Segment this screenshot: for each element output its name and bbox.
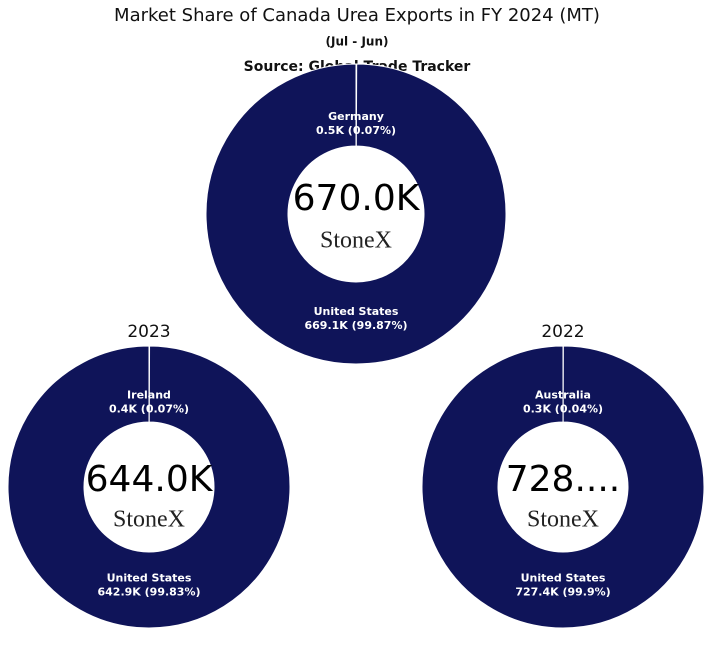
donut-slice xyxy=(421,345,705,629)
donut-hole xyxy=(288,146,424,282)
slice-value-label: 0.3K (0.04%) xyxy=(523,402,603,415)
slice-value-label: 0.4K (0.07%) xyxy=(109,402,189,415)
chart-title: Market Share of Canada Urea Exports in F… xyxy=(114,5,600,26)
logo: StoneX xyxy=(113,507,185,533)
slice-label: Australia xyxy=(535,388,591,401)
logo: StoneX xyxy=(527,507,599,533)
slice-label: United States xyxy=(107,572,192,585)
logo: StoneX xyxy=(320,228,392,254)
year-label: 2022 xyxy=(541,322,584,342)
slice-value-label: 0.5K (0.07%) xyxy=(316,124,396,137)
slice-value-label: 669.1K (99.87%) xyxy=(304,319,407,332)
donut-hole xyxy=(498,422,628,552)
center-total: 728.... xyxy=(506,459,621,500)
slice-label: United States xyxy=(521,572,606,585)
year-label: 2023 xyxy=(127,322,170,342)
slice-label: Germany xyxy=(328,110,384,123)
donut-slice xyxy=(7,345,291,629)
donut-hole xyxy=(84,422,214,552)
slice-label: United States xyxy=(314,305,399,318)
slice-value-label: 642.9K (99.83%) xyxy=(97,586,200,599)
slice-value-label: 727.4K (99.9%) xyxy=(515,586,610,599)
center-total: 670.0K xyxy=(293,178,421,219)
chart-subtitle: (Jul - Jun) xyxy=(326,35,389,49)
center-total: 644.0K xyxy=(86,459,214,500)
slice-label: Ireland xyxy=(127,388,171,401)
